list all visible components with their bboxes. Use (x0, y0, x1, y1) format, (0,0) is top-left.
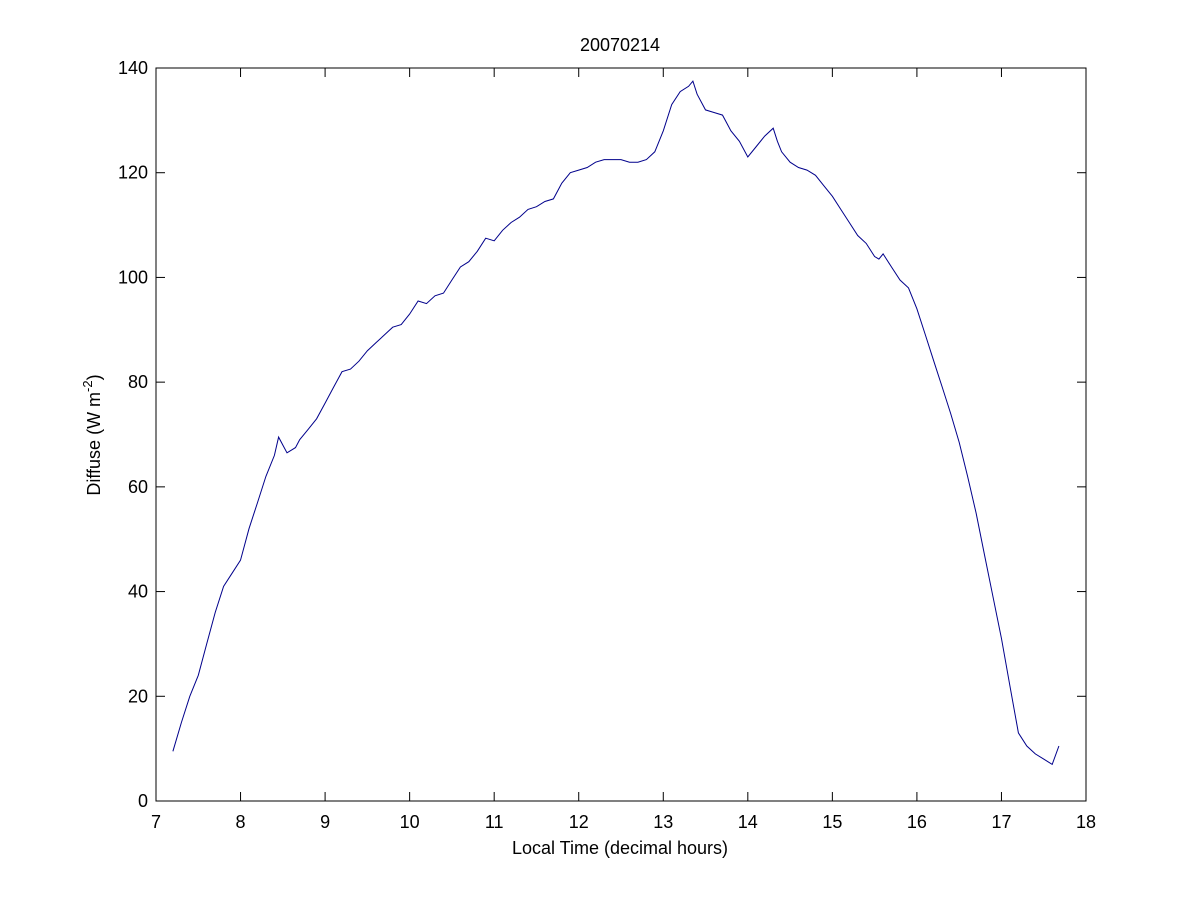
y-tick-label: 100 (118, 267, 148, 287)
chart-title: 20070214 (580, 35, 660, 55)
y-tick-label: 60 (128, 477, 148, 497)
y-axis-label: Diffuse (W m-2) (80, 374, 104, 495)
x-tick-label: 10 (400, 812, 420, 832)
x-tick-label: 18 (1076, 812, 1096, 832)
x-tick-label: 12 (569, 812, 589, 832)
plot-frame (155, 67, 1087, 802)
x-tick-label: 13 (653, 812, 673, 832)
y-tick-label: 80 (128, 372, 148, 392)
y-tick-label: 140 (118, 58, 148, 78)
y-tick-label: 120 (118, 163, 148, 183)
y-axis-label-main: Diffuse (W m (84, 392, 104, 496)
x-tick-label: 15 (822, 812, 842, 832)
y-axis-label-close: ) (84, 374, 104, 380)
y-tick-label: 0 (138, 791, 148, 811)
x-tick-label: 7 (151, 812, 161, 832)
tick-labels: 7 8 9 10 11 12 13 14 15 16 17 18 0 20 40 60 80 100 120 140 (118, 58, 1096, 832)
y-axis-label-superscript: -2 (80, 380, 95, 392)
x-tick-label: 17 (991, 812, 1011, 832)
x-tick-label: 8 (236, 812, 246, 832)
x-axis-label: Local Time (decimal hours) (512, 838, 728, 858)
x-tick-label: 16 (907, 812, 927, 832)
y-tick-label: 40 (128, 582, 148, 602)
x-tick-label: 11 (485, 812, 504, 832)
x-tick-label: 14 (738, 812, 758, 832)
x-tick-label: 9 (320, 812, 330, 832)
axis-ticks (155, 67, 1087, 802)
series-line (172, 80, 1060, 766)
y-tick-label: 20 (128, 686, 148, 706)
